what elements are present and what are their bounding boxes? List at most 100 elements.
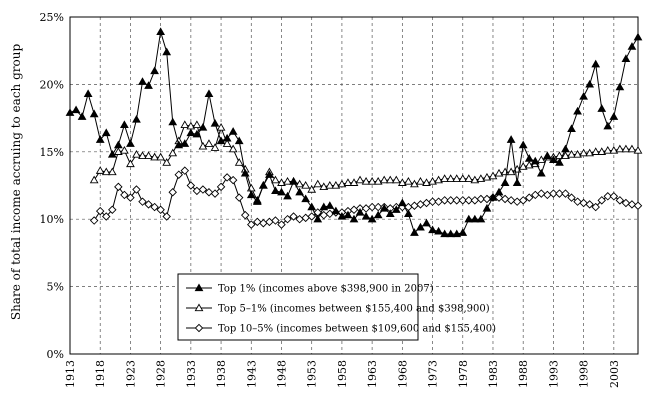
data-point [470, 175, 480, 184]
x-tick-label: 1963 [366, 360, 379, 388]
data-point [434, 175, 443, 184]
data-point [518, 140, 528, 149]
data-point [150, 202, 159, 212]
data-point [555, 189, 564, 198]
data-point [120, 120, 129, 128]
data-point [234, 136, 244, 145]
data-point [536, 168, 546, 177]
x-tick-label: 1943 [245, 360, 258, 388]
data-point [277, 187, 286, 196]
data-point [210, 189, 220, 198]
data-point [107, 167, 117, 176]
y-tick-label: 0% [47, 348, 64, 361]
data-point [524, 160, 534, 169]
data-point [452, 196, 461, 205]
data-point [325, 201, 335, 209]
data-point [95, 166, 105, 174]
data-point [289, 212, 298, 221]
data-point [168, 117, 178, 126]
data-point [591, 202, 600, 212]
data-point [567, 193, 576, 202]
data-point [150, 152, 159, 161]
data-point [416, 200, 425, 209]
data-point [283, 191, 292, 200]
data-point [633, 201, 643, 210]
data-point [186, 128, 196, 137]
data-point [259, 219, 268, 228]
data-point [95, 135, 105, 143]
data-point [549, 189, 558, 198]
data-point [482, 203, 492, 212]
data-point [126, 193, 135, 202]
data-point [446, 229, 456, 238]
data-point [301, 194, 311, 203]
data-point [144, 151, 153, 159]
data-point [524, 193, 534, 202]
data-point [216, 136, 226, 145]
data-point [156, 205, 165, 215]
series-layer [65, 27, 643, 238]
data-point [633, 145, 643, 154]
data-point [512, 197, 522, 206]
data-point [609, 192, 619, 201]
data-point [331, 180, 341, 189]
legend-label: Top 10–5% (incomes between $109,600 and … [218, 324, 496, 335]
data-point [416, 222, 425, 231]
series-2 [89, 120, 643, 204]
legend: Top 1% (incomes above $398,900 in 2007) T… [177, 273, 496, 341]
data-point [458, 174, 468, 182]
data-point [633, 32, 643, 41]
data-point [271, 216, 280, 225]
data-point [567, 124, 576, 133]
data-point [446, 174, 456, 182]
data-point [252, 197, 262, 205]
data-point [126, 159, 135, 168]
data-point [283, 214, 292, 224]
data-point [246, 190, 256, 199]
data-point [476, 194, 486, 204]
x-tick-label: 1998 [578, 360, 591, 388]
data-point [307, 202, 317, 211]
data-point [591, 147, 601, 155]
data-point [367, 214, 377, 223]
x-tick-label: 1923 [124, 360, 137, 388]
data-point [536, 155, 546, 164]
legend-label: Top 5–1% (incomes between $155,400 and $… [218, 304, 490, 315]
x-tick-label: 1948 [275, 360, 288, 388]
data-point [162, 212, 171, 221]
data-point [295, 187, 304, 196]
data-point [295, 179, 304, 188]
data-point [83, 89, 93, 97]
x-tick-label: 1928 [155, 360, 168, 388]
data-point [138, 77, 147, 85]
data-point [301, 180, 311, 189]
data-point [156, 27, 166, 35]
data-point [71, 105, 81, 114]
data-point [144, 81, 153, 89]
data-point [216, 123, 226, 131]
data-point [518, 162, 528, 170]
data-point [379, 175, 389, 184]
data-point [180, 120, 190, 128]
x-tick-label: 1988 [517, 360, 530, 388]
data-point [222, 139, 232, 147]
data-point [621, 144, 631, 153]
data-point [77, 112, 87, 120]
data-point [126, 139, 135, 147]
data-point [512, 178, 522, 186]
legend-box [177, 273, 419, 341]
data-point [204, 188, 214, 197]
data-point [410, 228, 419, 236]
data-point [591, 59, 601, 68]
data-point [627, 200, 637, 209]
data-point [289, 176, 298, 185]
data-point [416, 176, 425, 185]
data-point [464, 214, 474, 223]
data-point [337, 179, 347, 188]
data-point [228, 144, 238, 153]
y-tick-label: 20% [40, 78, 64, 91]
data-point [361, 176, 371, 185]
x-tick-label: 1983 [487, 360, 500, 388]
data-point [361, 211, 371, 220]
data-point [476, 174, 486, 182]
